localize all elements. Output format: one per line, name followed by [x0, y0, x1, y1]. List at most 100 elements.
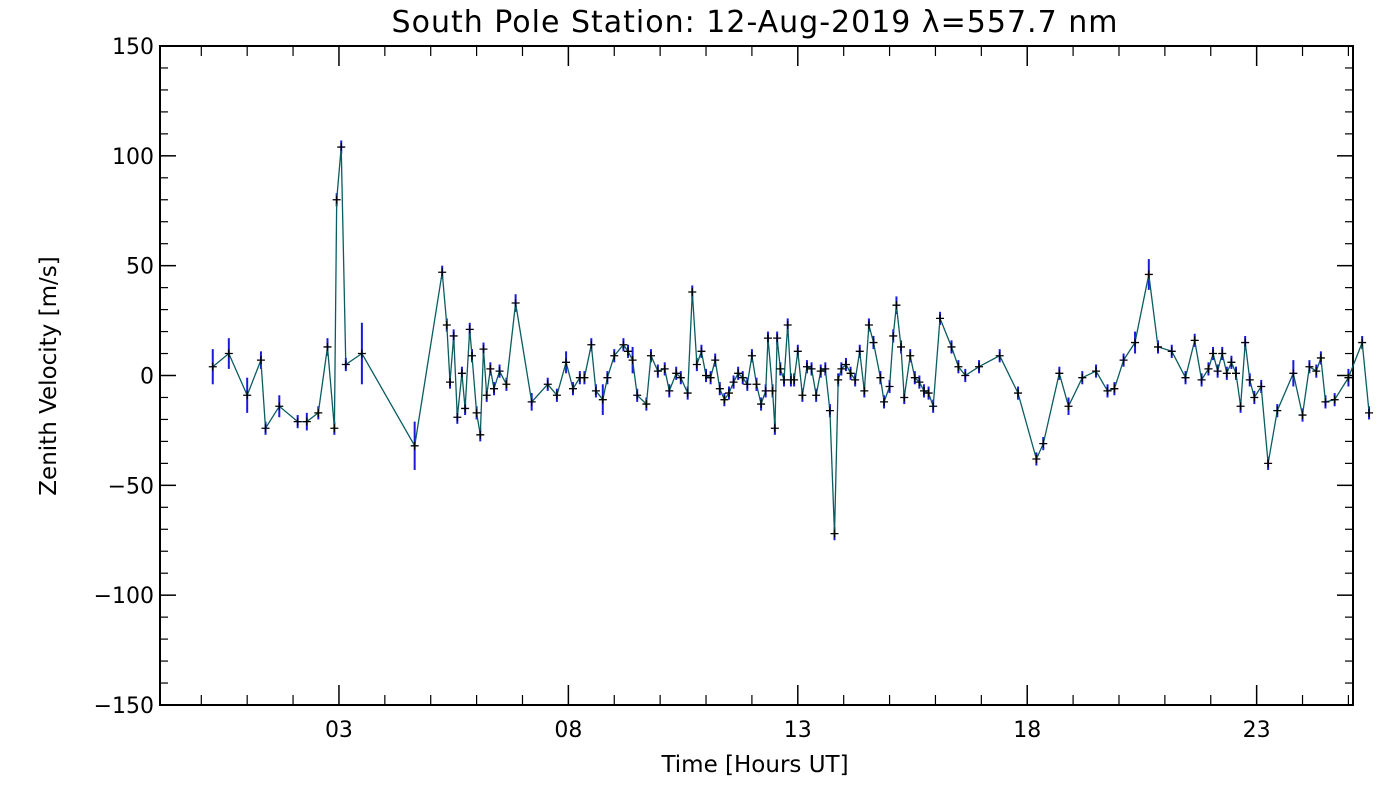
data-point [1197, 375, 1206, 384]
data-point [734, 369, 743, 378]
data-point [580, 373, 589, 382]
data-point [1218, 349, 1227, 358]
data-point [975, 362, 984, 371]
y-tick-label: −100 [94, 584, 154, 609]
data-point [1250, 393, 1259, 402]
data-point [543, 380, 552, 389]
data-point [1273, 406, 1282, 415]
data-point [1119, 356, 1128, 365]
x-tick-label: 23 [1243, 718, 1271, 743]
data-point [915, 378, 924, 387]
data-point [357, 349, 366, 358]
x-axis-label: Time [Hours UT] [660, 752, 848, 778]
series-line-layer [212, 146, 1370, 534]
data-point [724, 389, 733, 398]
y-axis-label: Zenith Velocity [m/s] [36, 256, 62, 495]
data-point [442, 320, 451, 329]
data-point [841, 360, 850, 369]
series-line [212, 146, 1370, 534]
data-point [449, 331, 458, 340]
data-point [910, 373, 919, 382]
data-point [628, 356, 637, 365]
data-point [256, 356, 265, 365]
data-point [688, 288, 697, 297]
data-point [837, 364, 846, 373]
data-point [1131, 338, 1140, 347]
data-point [869, 338, 878, 347]
data-point [773, 334, 782, 343]
data-point [783, 320, 792, 329]
data-point [711, 356, 720, 365]
data-point [337, 143, 346, 152]
data-point [830, 529, 839, 538]
data-point [757, 400, 766, 409]
data-point [552, 391, 561, 400]
data-point [995, 351, 1004, 360]
data-point [1209, 349, 1218, 358]
data-point [479, 345, 488, 354]
data-point [906, 351, 915, 360]
data-point [610, 351, 619, 360]
data-point [876, 373, 885, 382]
data-point [747, 351, 756, 360]
data-point [1316, 353, 1325, 362]
data-point [603, 373, 612, 382]
data-point [1167, 347, 1176, 356]
data-point [676, 373, 685, 382]
data-point [1064, 402, 1073, 411]
x-tick-label: 18 [1013, 718, 1041, 743]
data-point [438, 268, 447, 277]
axis-ticks [160, 45, 1353, 706]
data-point [776, 364, 785, 373]
data-point [1190, 336, 1199, 345]
data-point [660, 364, 669, 373]
data-point [834, 375, 843, 384]
data-point [275, 402, 284, 411]
data-point [490, 384, 499, 393]
data-point [900, 393, 909, 402]
data-point [752, 380, 761, 389]
data-point [1344, 373, 1353, 382]
data-point [706, 373, 715, 382]
data-point [410, 441, 419, 450]
data-point [1204, 364, 1213, 373]
data-point [261, 424, 270, 433]
data-point [1298, 411, 1307, 420]
plot-frame [159, 45, 1354, 706]
data-point [527, 397, 536, 406]
data-point [472, 408, 481, 417]
data-point [314, 408, 323, 417]
data-point [738, 373, 747, 382]
data-point [341, 360, 350, 369]
data-point [1358, 338, 1367, 347]
data-point [692, 360, 701, 369]
data-point [495, 367, 504, 376]
y-tick-label: 0 [140, 365, 154, 390]
data-point [591, 386, 600, 395]
data-point [468, 351, 477, 360]
data-point [476, 430, 485, 439]
data-point [885, 382, 894, 391]
data-markers [208, 143, 1374, 538]
data-point [720, 395, 729, 404]
data-point [1092, 367, 1101, 376]
data-point [846, 369, 855, 378]
data-point [1365, 408, 1374, 417]
y-tick-label: −150 [94, 694, 154, 719]
data-point [208, 362, 217, 371]
data-point [1330, 395, 1339, 404]
data-point [892, 301, 901, 310]
data-point [486, 364, 495, 373]
y-tick-label: 100 [112, 145, 154, 170]
data-point [1039, 439, 1048, 448]
data-point [683, 389, 692, 398]
data-point [1241, 338, 1250, 347]
axis-tick-labels: −150 −100 −50 0 50 100 150 03 08 13 18 23 [94, 35, 1271, 743]
data-point [1321, 397, 1330, 406]
data-point [1103, 386, 1112, 395]
data-point [642, 400, 651, 409]
data-point [825, 406, 834, 415]
data-point [672, 369, 681, 378]
y-tick-label: −50 [108, 474, 154, 499]
